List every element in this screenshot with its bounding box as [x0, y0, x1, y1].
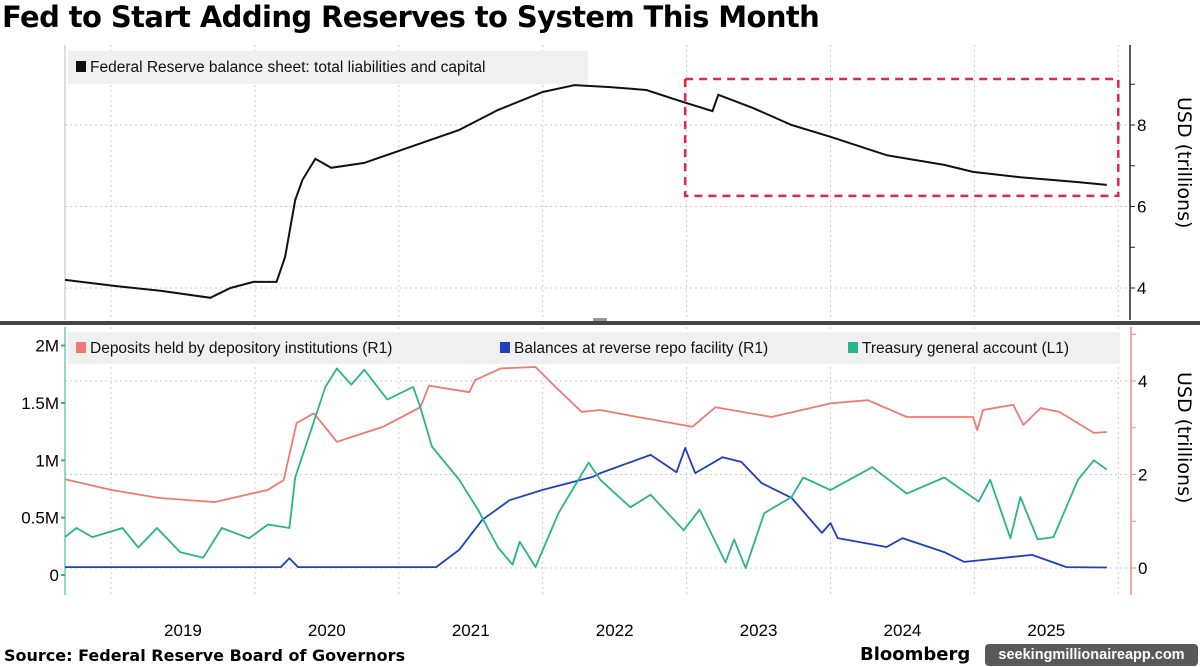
highlight-box — [683, 77, 1120, 198]
legend-label: Deposits held by depository institutions… — [90, 340, 392, 357]
watermark: seekingmillionaireapp.com — [985, 644, 1198, 666]
bottom-legend — [68, 332, 1120, 364]
right-tick-label: 2 — [1138, 466, 1147, 485]
reverse-repo-line — [65, 447, 1107, 569]
panel-resize-handle — [593, 318, 607, 321]
legend-swatch-balance-sheet — [76, 61, 86, 72]
panel-divider — [0, 321, 1200, 325]
right-tick-label: 0 — [1138, 559, 1147, 578]
top-tick-label: 6 — [1137, 198, 1146, 217]
deposits-line — [64, 366, 1107, 503]
tga-line — [64, 367, 1108, 569]
right-tick-label: 4 — [1138, 372, 1147, 391]
x-tick-label: 2023 — [740, 621, 778, 640]
top-y-axis-label: USD (trillions) — [1173, 97, 1195, 228]
left-tick-label: 2M — [35, 337, 59, 356]
x-tick-label: 2021 — [452, 621, 490, 640]
x-tick-label: 2025 — [1027, 621, 1065, 640]
balance-sheet-line — [64, 84, 1107, 299]
x-tick-label: 2020 — [308, 621, 346, 640]
left-tick-label: 1M — [35, 451, 59, 470]
top-legend — [68, 51, 588, 84]
legend-swatch — [500, 342, 510, 353]
legend-label: Treasury general account (L1) — [862, 340, 1069, 357]
bloomberg-logo: Bloomberg — [860, 644, 971, 665]
legend-label-balance-sheet: Federal Reserve balance sheet: total lia… — [90, 59, 485, 76]
x-tick-label: 2019 — [164, 621, 202, 640]
chart-title: Fed to Start Adding Reserves to System T… — [2, 0, 820, 34]
source-note: Source: Federal Reserve Board of Governo… — [4, 646, 406, 665]
legend-swatch — [76, 342, 86, 353]
top-tick-label: 8 — [1137, 116, 1146, 135]
legend-swatch — [848, 342, 858, 353]
x-tick-label: 2022 — [596, 621, 634, 640]
x-tick-label: 2024 — [884, 621, 922, 640]
top-tick-label: 4 — [1137, 279, 1146, 298]
left-tick-label: 0 — [50, 566, 59, 585]
left-tick-label: 0.5M — [21, 509, 59, 528]
left-tick-label: 1.5M — [21, 394, 59, 413]
bottom-y-axis-label: USD (trillions) — [1173, 372, 1195, 503]
legend-label: Balances at reverse repo facility (R1) — [514, 340, 768, 357]
